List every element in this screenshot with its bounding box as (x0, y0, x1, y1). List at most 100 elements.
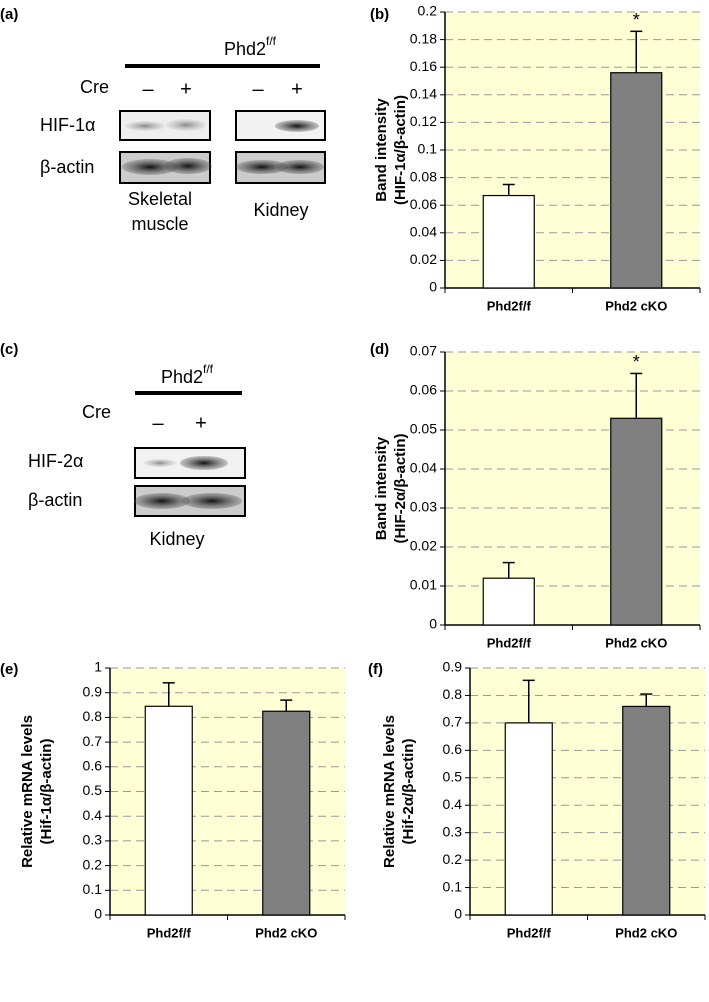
y-tick-label: 0.7 (443, 714, 463, 730)
x-tick-label: Phd2f/f (487, 635, 532, 650)
bar (144, 705, 193, 916)
blot-panel-c: (c) Phd2f/f Cre – + HIF-2α β-actin Kidne… (0, 341, 246, 549)
treatment-label: Cre (82, 402, 111, 422)
band (236, 160, 288, 174)
panel-label: (c) (0, 341, 18, 358)
y-tick-label: 0.03 (410, 499, 437, 515)
charts: (b)Band intensity (HIF-1α/β-actin)00.020.… (0, 3, 706, 940)
condition: – (152, 412, 164, 434)
y-tick-label: 0.9 (443, 659, 463, 675)
band (164, 158, 212, 174)
band (166, 119, 206, 131)
bar (622, 705, 671, 916)
panel-label: (d) (370, 341, 389, 358)
y-axis-label: Relative mRNA levels (381, 715, 398, 868)
row-label: β-actin (40, 157, 94, 177)
y-tick-label: 0.3 (83, 832, 103, 848)
y-axis-label: Relative mRNA levels (19, 715, 36, 868)
condition: + (180, 78, 192, 100)
y-tick-label: 0 (429, 279, 437, 295)
band (182, 493, 242, 509)
y-tick-label: 1 (94, 659, 102, 675)
x-tick-label: Phd2 cKO (605, 635, 667, 650)
treatment-label: Cre (80, 77, 109, 97)
y-axis-label: (Hif-1α/β-actin) (38, 739, 55, 845)
y-tick-label: 0.07 (410, 343, 437, 359)
y-tick-label: 0.14 (410, 86, 437, 102)
x-tick-label: Phd2 cKO (605, 298, 667, 313)
x-tick-label: Phd2f/f (487, 298, 532, 313)
bar (262, 710, 311, 916)
y-tick-label: 0.2 (83, 856, 103, 872)
y-tick-label: 0.02 (410, 538, 437, 554)
y-tick-label: 0.6 (83, 758, 103, 774)
tissue-label: Kidney (149, 529, 204, 549)
y-axis-label: (Hif-2α/β-actin) (400, 739, 417, 845)
y-tick-label: 0.08 (410, 168, 437, 184)
y-tick-label: 0.1 (443, 878, 463, 894)
row-label: HIF-2α (28, 451, 83, 471)
tissue-label: Kidney (253, 200, 308, 220)
bar (610, 417, 663, 626)
blot-panel-a: (a) Phd2f/f Cre – + – + HIF-1α β-actin S… (0, 6, 326, 234)
y-tick-label: 0.1 (418, 141, 438, 157)
header-sup: f/f (266, 34, 277, 48)
condition: – (142, 78, 154, 100)
y-tick-label: 0.12 (410, 113, 437, 129)
annotation: * (633, 352, 640, 372)
header-text: Phd2 (161, 367, 203, 387)
y-tick-label: 0.06 (410, 382, 437, 398)
y-tick-label: 0 (429, 616, 437, 632)
y-axis-label: Band intensity (373, 98, 390, 202)
header-sup: f/f (203, 362, 214, 376)
y-tick-label: 0.9 (83, 683, 103, 699)
y-tick-label: 0.8 (83, 708, 103, 724)
condition: – (252, 78, 264, 100)
row-label: HIF-1α (40, 115, 95, 135)
x-tick-label: Phd2 cKO (255, 925, 317, 940)
x-tick-label: Phd2f/f (507, 925, 552, 940)
y-tick-label: 0.2 (443, 851, 463, 867)
header-text: Phd2 (224, 39, 266, 59)
bar (482, 194, 535, 289)
band (276, 160, 324, 174)
y-tick-label: 0.5 (83, 782, 103, 798)
y-tick-label: 0.18 (410, 30, 437, 46)
band (122, 159, 178, 175)
y-tick-label: 0.2 (418, 3, 438, 19)
condition: + (291, 78, 303, 100)
y-tick-label: 0.7 (83, 733, 103, 749)
band (125, 121, 165, 131)
y-tick-label: 0.1 (83, 881, 103, 897)
y-tick-label: 0.3 (443, 823, 463, 839)
row-label: β-actin (28, 490, 82, 510)
y-tick-label: 0.4 (443, 796, 463, 812)
annotation: * (633, 10, 640, 30)
panel-label: (e) (0, 661, 18, 678)
y-tick-label: 0.05 (410, 421, 437, 437)
y-axis-label: (HIF-1α/β-actin) (392, 95, 409, 205)
y-tick-label: 0.8 (443, 686, 463, 702)
panel-label: (a) (0, 6, 18, 23)
y-tick-label: 0.4 (83, 807, 103, 823)
y-tick-label: 0.01 (410, 577, 437, 593)
condition: + (195, 412, 207, 434)
y-axis-label: Band intensity (373, 436, 390, 540)
tissue-label: Skeletal (128, 189, 192, 209)
panel-label: (f) (368, 661, 383, 678)
y-tick-label: 0.02 (410, 251, 437, 267)
y-tick-label: 0 (94, 906, 102, 922)
y-tick-label: 0.04 (410, 460, 437, 476)
y-tick-label: 0.5 (443, 768, 463, 784)
band (180, 456, 228, 470)
bar (610, 72, 663, 289)
blot-header: Phd2f/f (224, 34, 277, 59)
band (144, 459, 176, 467)
tissue-label: muscle (131, 214, 188, 234)
y-tick-label: 0.6 (443, 741, 463, 757)
band (275, 120, 319, 132)
band (134, 493, 190, 509)
x-tick-label: Phd2f/f (147, 925, 192, 940)
bar (504, 722, 553, 916)
